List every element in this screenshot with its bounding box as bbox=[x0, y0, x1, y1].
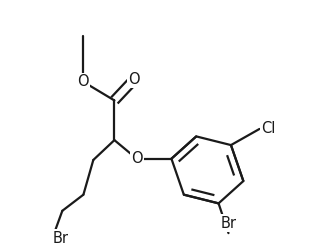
Text: O: O bbox=[78, 74, 89, 89]
Text: Br: Br bbox=[52, 231, 69, 246]
Text: O: O bbox=[131, 151, 143, 166]
Text: O: O bbox=[129, 72, 140, 87]
Text: Br: Br bbox=[220, 216, 236, 231]
Text: Cl: Cl bbox=[261, 122, 275, 136]
